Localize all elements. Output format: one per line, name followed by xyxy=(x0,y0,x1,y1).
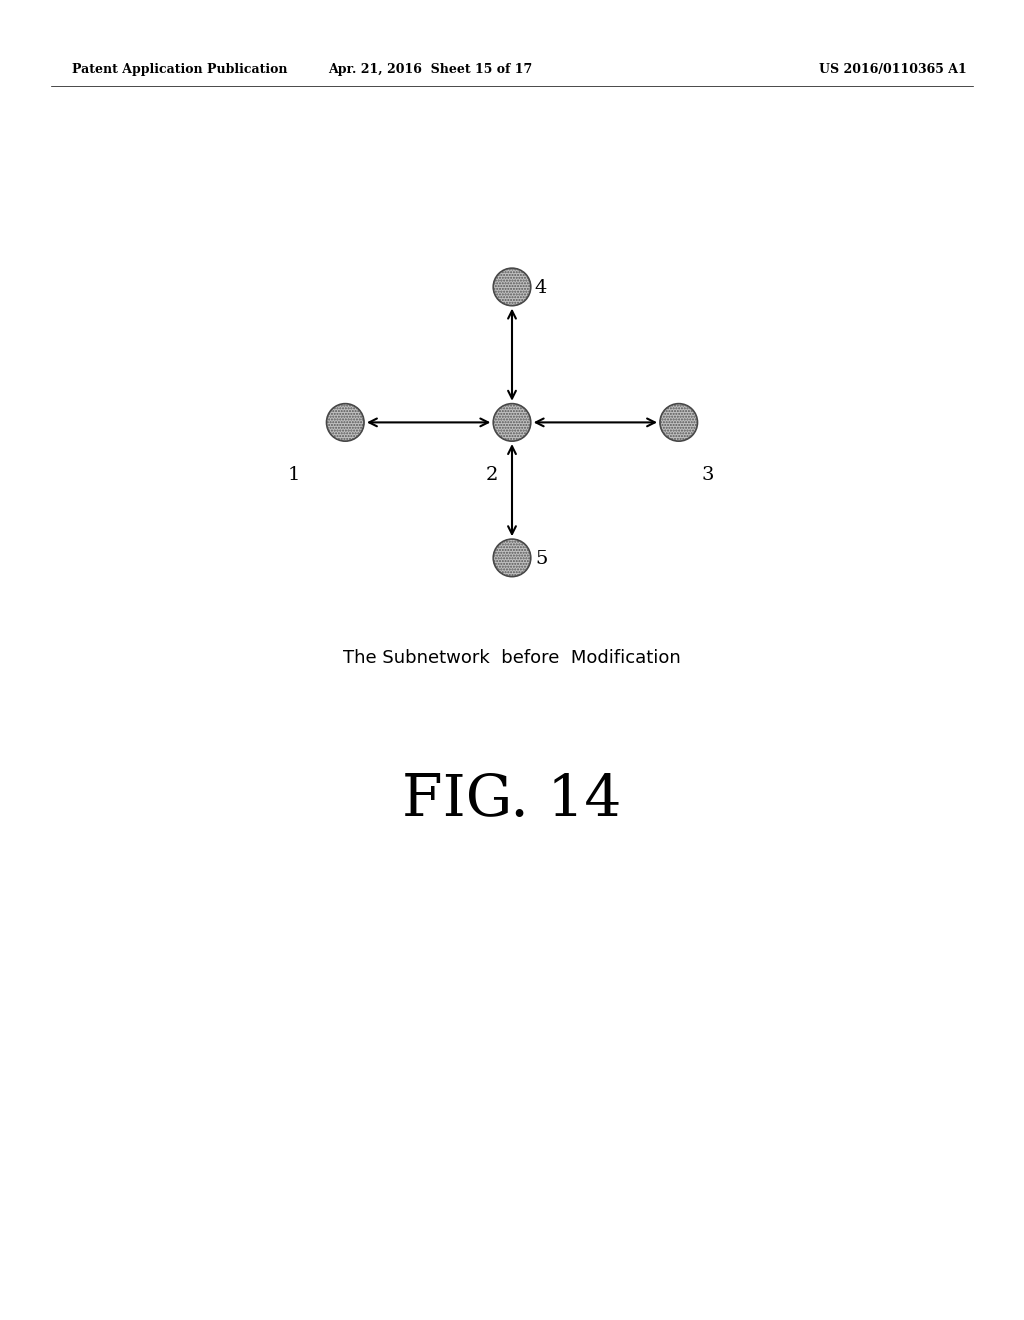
Text: 2: 2 xyxy=(486,466,499,484)
Circle shape xyxy=(660,404,697,441)
Text: 1: 1 xyxy=(288,466,300,484)
Circle shape xyxy=(327,404,364,441)
Circle shape xyxy=(494,404,530,441)
Text: The Subnetwork  before  Modification: The Subnetwork before Modification xyxy=(343,649,681,668)
Circle shape xyxy=(494,539,530,577)
Circle shape xyxy=(494,268,530,306)
Text: US 2016/0110365 A1: US 2016/0110365 A1 xyxy=(819,63,967,77)
Text: Apr. 21, 2016  Sheet 15 of 17: Apr. 21, 2016 Sheet 15 of 17 xyxy=(328,63,532,77)
Text: 5: 5 xyxy=(535,549,547,568)
Text: 3: 3 xyxy=(701,466,714,484)
Text: 4: 4 xyxy=(535,279,547,297)
Text: FIG. 14: FIG. 14 xyxy=(402,772,622,828)
Text: Patent Application Publication: Patent Application Publication xyxy=(72,63,287,77)
